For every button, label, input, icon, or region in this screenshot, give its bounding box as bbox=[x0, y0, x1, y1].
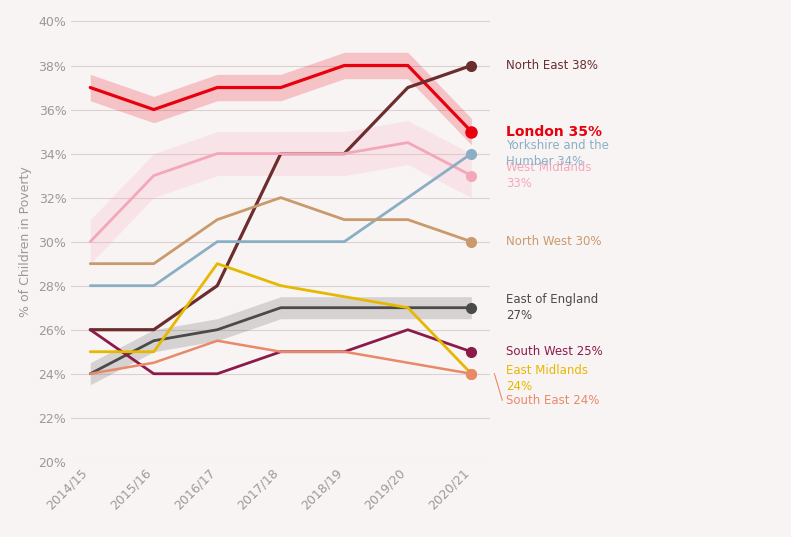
Text: East Midlands
24%: East Midlands 24% bbox=[506, 364, 589, 393]
Text: North West 30%: North West 30% bbox=[506, 235, 602, 248]
Text: London 35%: London 35% bbox=[506, 125, 602, 139]
Text: South East 24%: South East 24% bbox=[506, 394, 600, 407]
Y-axis label: % of Children in Poverty: % of Children in Poverty bbox=[18, 166, 32, 317]
Text: South West 25%: South West 25% bbox=[506, 345, 603, 358]
Text: Yorkshire and the
Humber 34%: Yorkshire and the Humber 34% bbox=[506, 139, 609, 168]
Text: East of England
27%: East of England 27% bbox=[506, 293, 599, 322]
Text: West Midlands
33%: West Midlands 33% bbox=[506, 161, 592, 190]
Text: North East 38%: North East 38% bbox=[506, 59, 598, 72]
